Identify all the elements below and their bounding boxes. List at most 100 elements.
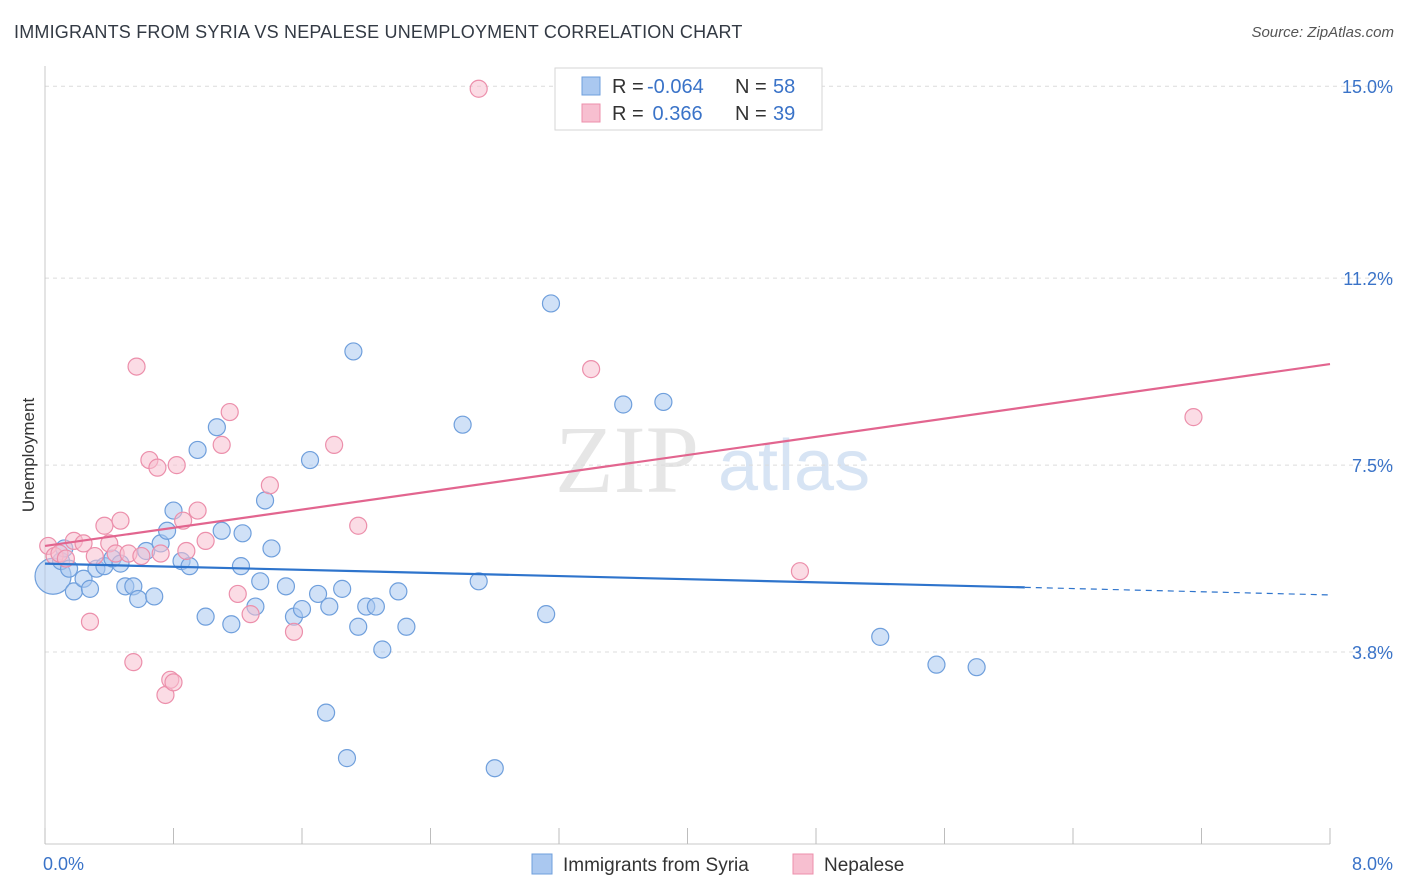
nepalese-point	[228, 584, 247, 604]
nepalese-point	[111, 511, 130, 530]
nepalese-point	[260, 476, 279, 495]
syria-point	[349, 617, 368, 636]
legend-r-label-syria: R =	[612, 76, 649, 98]
syria-point	[212, 521, 231, 540]
syria-trend-extension	[1024, 586, 1331, 596]
nepalese-point	[85, 546, 104, 566]
syria-point	[967, 658, 986, 677]
syria-point	[333, 579, 352, 598]
nepalese-point	[127, 357, 146, 376]
nepalese-point	[167, 456, 186, 475]
nepalese-point	[132, 546, 151, 566]
nepalese-point	[151, 544, 170, 563]
syria-point	[537, 605, 556, 624]
x-tick-labels: 0.0% 8.0%	[43, 854, 1393, 874]
y-tick-label: 15.0%	[1342, 77, 1393, 97]
legend-n-label-nepalese: N =	[735, 103, 772, 125]
legend-n-value-syria: 58	[773, 76, 795, 98]
chart-title: IMMIGRANTS FROM SYRIA VS NEPALESE UNEMPL…	[14, 22, 743, 42]
syria-point	[316, 703, 336, 722]
syria-point	[292, 599, 312, 619]
nepalese-point	[95, 516, 114, 535]
x-tick-label: 8.0%	[1352, 854, 1393, 874]
syria-point	[485, 759, 504, 778]
nepalese-point	[284, 622, 304, 641]
syria-point	[231, 557, 251, 576]
syria-point	[541, 294, 561, 313]
syria-point	[222, 615, 241, 634]
syria-point	[469, 572, 488, 591]
syria-point	[207, 418, 226, 437]
nepalese-point	[212, 435, 231, 454]
y-tick-label: 3.8%	[1352, 643, 1393, 663]
watermark-zip: ZIP	[555, 406, 699, 513]
nepalese-point	[1184, 408, 1203, 427]
syria-point	[80, 579, 100, 598]
nepalese-point	[124, 653, 143, 672]
syria-point	[300, 450, 320, 470]
nepalese-point	[80, 612, 100, 631]
syria-point	[344, 342, 363, 361]
y-axis-title: Unemployment	[19, 398, 38, 513]
syria-point	[188, 440, 207, 460]
syria-point	[233, 524, 252, 543]
syria-point	[320, 597, 339, 616]
trend-lines	[44, 362, 1331, 596]
syria-trend-line	[44, 562, 1025, 589]
legend-n-label-syria: N =	[735, 76, 772, 98]
watermark-atlas: atlas	[718, 426, 870, 506]
syria-point	[389, 582, 408, 601]
nepalese-point	[177, 541, 196, 561]
nepalese-point	[56, 549, 75, 568]
axes	[44, 66, 1331, 845]
y-tick-labels: 3.8% 7.5% 11.2% 15.0%	[1342, 77, 1393, 663]
syria-point	[251, 572, 270, 591]
syria-point	[373, 640, 392, 659]
series-legend: Immigrants from Syria Nepalese	[531, 853, 904, 876]
nepalese-point	[148, 458, 167, 477]
nepalese-point	[164, 673, 183, 692]
nepalese-point	[469, 79, 488, 98]
nepalese-point	[196, 531, 215, 550]
nepalese-point	[325, 435, 344, 454]
legend-r-value-nepalese: 0.366	[647, 103, 703, 125]
correlation-legend: R = -0.064 N = 58 R = 0.366 N = 39	[554, 67, 823, 131]
legend-swatch-syria	[581, 76, 601, 96]
nepalese-point	[220, 402, 239, 422]
series-swatch-nepalese	[792, 853, 814, 875]
nepalese-point	[241, 605, 260, 624]
series-label-syria: Immigrants from Syria	[563, 855, 749, 876]
nepalese-point	[349, 516, 368, 535]
syria-point	[276, 577, 296, 596]
syria-point	[255, 491, 275, 510]
syria-point	[196, 607, 215, 626]
syria-point	[366, 597, 385, 616]
syria-point	[453, 415, 472, 434]
nepalese-point	[582, 360, 601, 379]
syria-point	[614, 395, 633, 414]
syria-point	[308, 584, 328, 604]
syria-point	[157, 521, 177, 540]
y-tick-label: 7.5%	[1352, 456, 1393, 476]
syria-point	[397, 617, 416, 636]
y-tick-label: 11.2%	[1343, 269, 1393, 289]
source-credit: Source: ZipAtlas.com	[1251, 24, 1394, 41]
series-swatch-syria	[531, 853, 553, 875]
syria-point	[337, 749, 357, 768]
x-tick-label: 0.0%	[43, 854, 84, 874]
syria-point	[871, 627, 890, 646]
legend-n-value-nepalese: 39	[773, 103, 795, 125]
syria-point	[654, 392, 673, 412]
syria-point	[145, 587, 164, 606]
legend-r-label-nepalese: R =	[612, 103, 649, 125]
nepalese-point	[790, 562, 810, 581]
legend-swatch-nepalese	[581, 103, 601, 123]
nepalese-point	[188, 501, 207, 520]
legend-r-value-syria: -0.064	[647, 76, 704, 98]
syria-point	[262, 539, 281, 558]
syria-point	[129, 589, 148, 609]
series-label-nepalese: Nepalese	[824, 855, 904, 876]
nepalese-trend-line	[44, 362, 1331, 548]
syria-point	[927, 655, 946, 674]
